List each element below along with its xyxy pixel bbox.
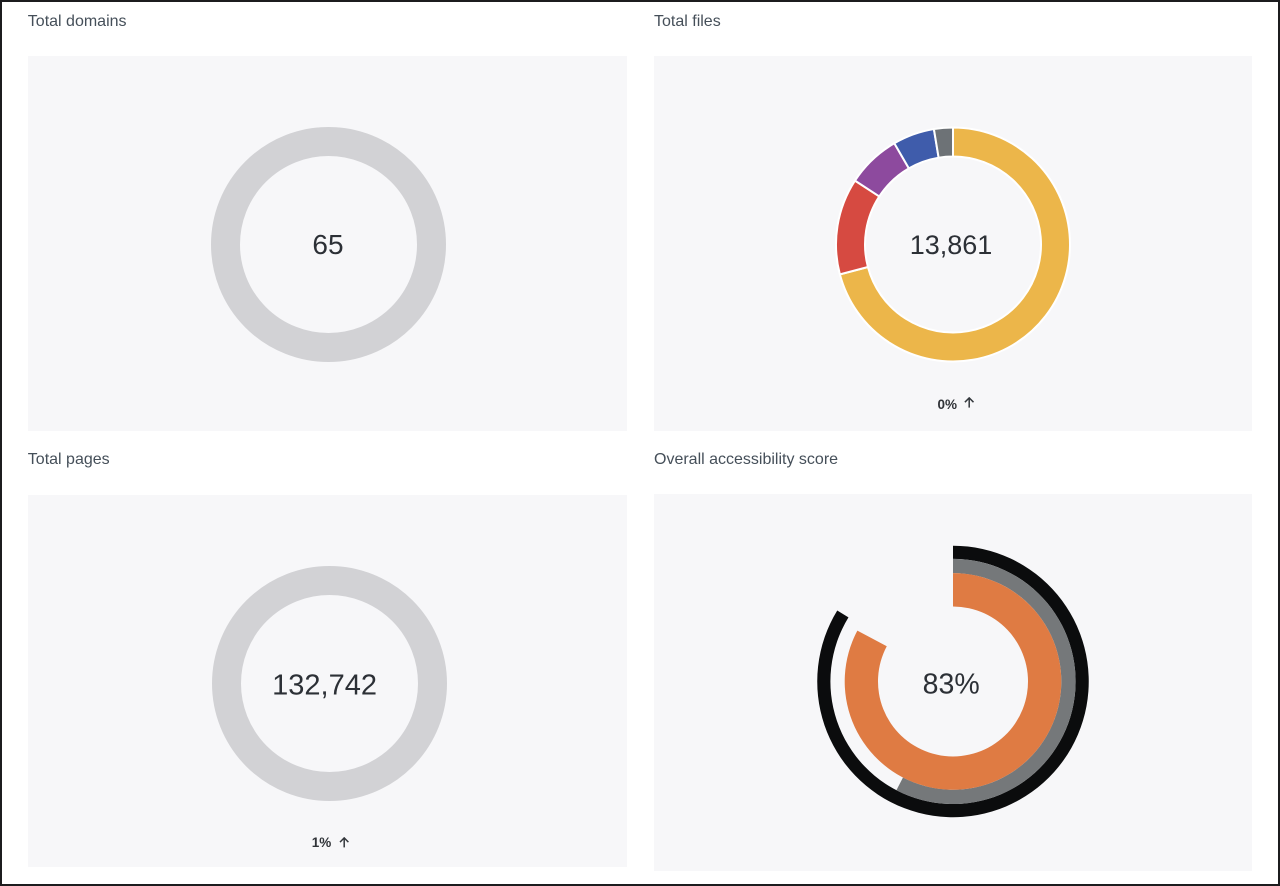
svg-text:132,742: 132,742 bbox=[272, 670, 377, 702]
svg-text:13,861: 13,861 bbox=[910, 230, 993, 260]
svg-text:83%: 83% bbox=[923, 669, 980, 701]
svg-text:65: 65 bbox=[312, 229, 343, 260]
